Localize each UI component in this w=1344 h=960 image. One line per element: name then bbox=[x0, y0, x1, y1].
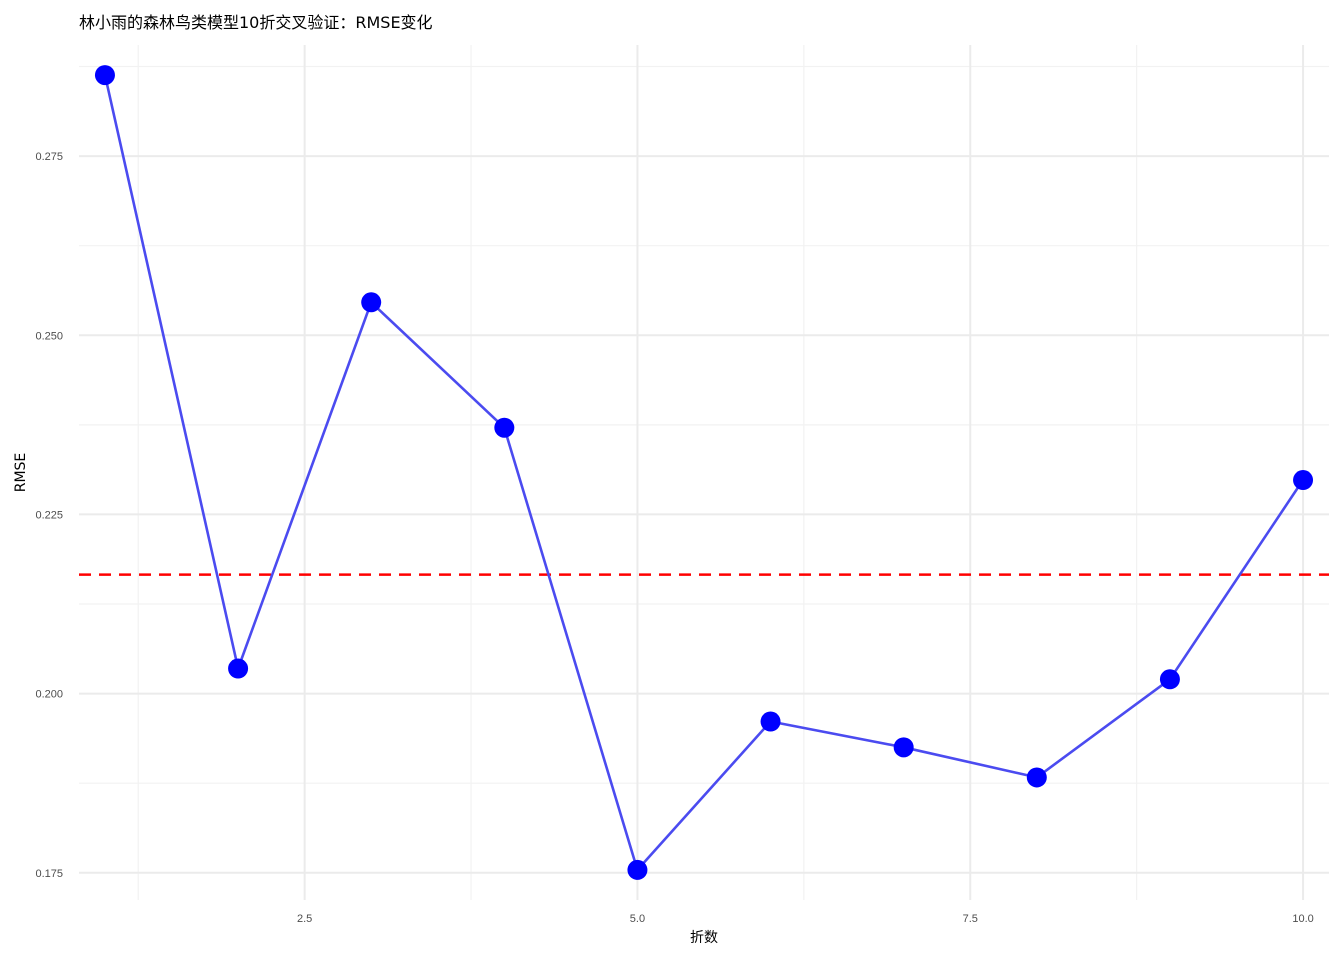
rmse-data-point bbox=[1293, 470, 1314, 491]
rmse-data-point bbox=[893, 737, 914, 758]
rmse-series-line bbox=[103, 74, 1305, 872]
rmse-data-point bbox=[228, 658, 249, 679]
x-tick-label: 2.5 bbox=[297, 913, 312, 925]
rmse-data-point bbox=[1026, 767, 1047, 788]
rmse-data-point bbox=[1159, 669, 1180, 690]
rmse-data-point bbox=[627, 859, 648, 880]
rmse-data-point bbox=[494, 417, 515, 438]
y-axis-title: RMSE bbox=[13, 453, 29, 493]
x-axis-title: 折数 bbox=[690, 930, 718, 946]
y-tick-label: 0.275 bbox=[35, 151, 63, 163]
y-tick-label: 0.175 bbox=[35, 868, 63, 880]
x-tick-label: 7.5 bbox=[963, 913, 978, 925]
y-tick-label: 0.225 bbox=[35, 509, 63, 521]
grid-lines bbox=[79, 45, 1329, 900]
rmse-data-point bbox=[361, 292, 382, 313]
x-tick-label: 5.0 bbox=[630, 913, 645, 925]
rmse-data-point bbox=[760, 711, 781, 732]
x-tick-label: 10.0 bbox=[1292, 913, 1313, 925]
axis-tick-labels: 0.175 0.200 0.225 0.250 0.275 2.5 5.0 7.5 10.0 bbox=[35, 151, 1313, 925]
y-tick-label: 0.250 bbox=[35, 330, 63, 342]
chart-title: 林小雨的森林鸟类模型10折交叉验证：RMSE变化 bbox=[79, 13, 433, 32]
series-layer bbox=[94, 65, 1314, 880]
y-tick-label: 0.200 bbox=[35, 689, 63, 701]
rmse-data-point bbox=[94, 65, 115, 86]
